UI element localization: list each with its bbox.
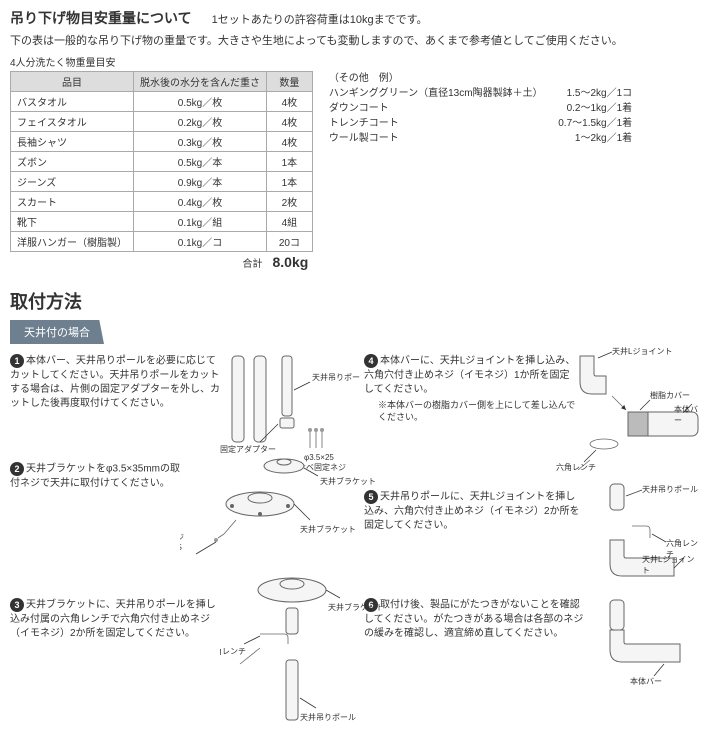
lbl-pole-5: 天井吊りポール (642, 484, 698, 495)
col-header: 脱水後の水分を含んだ重さ (134, 72, 267, 92)
other-item: ウール製コート1～2kg／1着 (329, 131, 632, 146)
weight-table: 品目脱水後の水分を含んだ重さ数量 バスタオル0.5kg／枚4枚フェイスタオル0.… (10, 71, 313, 272)
capacity-text: 1セットあたりの許容荷重は10kgまでです。 (212, 11, 428, 27)
col-header: 数量 (267, 72, 313, 92)
lbl-body-6: 本体バー (630, 676, 662, 687)
step-3: 3天井ブラケットに、天井吊りポールを挿し込み付属の六角レンチで六角穴付き止めネジ… (10, 598, 225, 641)
step-4: 4本体バーに、天井Lジョイントを挿し込み、六角穴付き止めネジ（イモネジ）1か所を… (364, 354, 579, 424)
description: 下の表は一般的な吊り下げ物の重量です。大きさや生地によっても変動しますので、あく… (10, 32, 700, 48)
other-item: ハンギンググリーン（直径13cm陶器製鉢＋土）1.5～2kg／1コ (329, 86, 632, 101)
lbl-resin: 樹脂カバー (650, 390, 690, 401)
table-subhead: 4人分洗たく物重量目安 (10, 54, 700, 69)
step-2: 2天井ブラケットをφ3.5×35mmの取付ネジで天井に取付けてください。 (10, 462, 185, 491)
lbl-mount-screw-a: 取付ネジ (180, 532, 184, 542)
other-title: （その他 例） (329, 71, 632, 86)
table-row: ズボン0.5kg／本1本 (11, 152, 313, 172)
lbl-hex-1: 六角レンチ (220, 646, 246, 656)
lbl-hex-4: 六角レンチ (556, 462, 596, 473)
step-4-note: ※本体バーの樹脂カバー側を上にして差し込んでください。 (378, 399, 579, 424)
page-title: 吊り下げ物目安重量について (10, 8, 192, 28)
step-1: 1本体バー、天井吊りポールを必要に応じてカットしてください。天井吊りポールをカッ… (10, 354, 225, 411)
step-6: 6取付け後、製品にがたつきがないことを確認してください。がたつきがある場合は各部… (364, 598, 584, 641)
table-row: 洋服ハンガー（樹脂製）0.1kg／コ20コ (11, 232, 313, 252)
install-diagram-area: 1本体バー、天井吊りポールを必要に応じてカットしてください。天井吊りポールをカッ… (10, 350, 700, 740)
other-item: トレンチコート0.7～1.5kg／1着 (329, 116, 632, 131)
lbl-pole-3: 天井吊りポール (300, 712, 356, 722)
lbl-bracket-3: 天井ブラケット (328, 602, 380, 612)
diagram-step-6 (584, 596, 704, 686)
step-num-4: 4 (364, 354, 378, 368)
lbl-fix-adapter: 固定アダプター (220, 444, 276, 454)
lbl-hex-5: 六角レンチ (666, 538, 700, 560)
install-tab: 天井付の場合 (10, 320, 104, 344)
table-row: 長袖シャツ0.3kg／枚4枚 (11, 132, 313, 152)
lbl-body-4: 本体バー (674, 404, 700, 426)
lbl-ceiling-pole: 天井吊りポール (312, 372, 360, 382)
svg-text:ナベ固定ネジ: ナベ固定ネジ (298, 462, 346, 472)
lbl-ljoint-4: 天井Lジョイント (612, 346, 672, 357)
step-num-3: 3 (10, 598, 24, 612)
svg-text:ナベφ3.5×35: ナベφ3.5×35 (180, 543, 182, 552)
step-num-1: 1 (10, 354, 24, 368)
lbl-bracket-2: 天井ブラケット (300, 524, 356, 534)
diagram-step-3: 六角レンチ 天井ブラケット 天井吊りポール (220, 568, 380, 738)
step-num-5: 5 (364, 490, 378, 504)
table-row: バスタオル0.5kg／枚4枚 (11, 92, 313, 112)
table-row: 靴下0.1kg／組4組 (11, 212, 313, 232)
table-row: ジーンズ0.9kg／本1本 (11, 172, 313, 192)
step-5: 5天井吊りポールに、天井Lジョイントを挿し込み、六角穴付き止めネジ（イモネジ）2… (364, 490, 584, 533)
table-row: フェイスタオル0.2kg／枚4枚 (11, 112, 313, 132)
col-header: 品目 (11, 72, 134, 92)
diagram-step-1: 天井吊りポール 固定アダプター φ3.5×25 ナベ固定ネジ (220, 350, 360, 480)
other-item: ダウンコート0.2～1kg／1着 (329, 101, 632, 116)
install-section-title: 取付方法 (10, 288, 700, 314)
table-row: スカート0.4kg／枚2枚 (11, 192, 313, 212)
step-num-2: 2 (10, 462, 24, 476)
lbl-screw-spec: φ3.5×25 (304, 453, 334, 462)
